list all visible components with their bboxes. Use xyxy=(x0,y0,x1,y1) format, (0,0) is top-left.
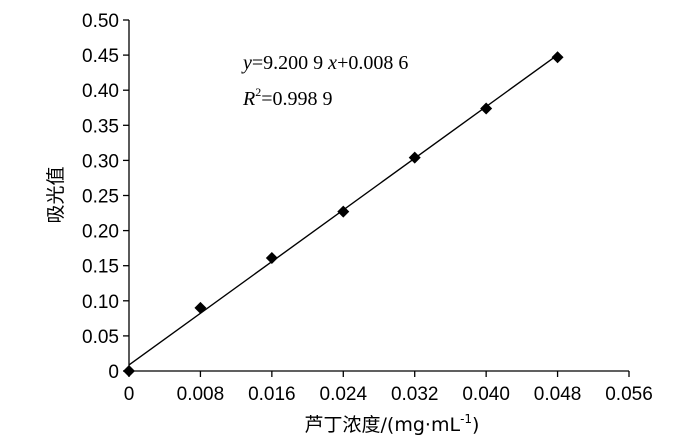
x-axis-title-main: 芦丁浓度/(mg·mL xyxy=(305,414,461,436)
equation-y-var: y xyxy=(241,52,252,74)
r-superscript: 2 xyxy=(255,85,261,99)
x-tick-label: 0.048 xyxy=(534,384,582,405)
x-tick-label: 0.056 xyxy=(605,384,653,405)
data-point-diamond xyxy=(123,365,135,377)
y-tick-label: 0.10 xyxy=(82,292,119,313)
y-tick-label: 0.25 xyxy=(82,187,119,208)
x-tick-label: 0.016 xyxy=(248,384,296,405)
y-tick-label: 0.35 xyxy=(82,116,119,137)
y-tick-label: 0.15 xyxy=(82,257,119,278)
y-axis-title: 吸光值 xyxy=(45,166,67,223)
r-squared-value: =0.998 9 xyxy=(261,88,332,110)
x-axis-ticks: 0 0.008 0.016 0.024 0.032 0.040 0.048 0.056 xyxy=(124,371,653,405)
equation-x-var: x xyxy=(327,52,337,74)
data-point-diamond xyxy=(337,205,350,218)
y-tick-label: 0.20 xyxy=(82,222,119,243)
y-tick-label: 0.40 xyxy=(82,81,119,102)
x-tick-label: 0.008 xyxy=(177,384,225,405)
y-tick-label: 0.50 xyxy=(82,11,119,32)
data-point-diamond xyxy=(551,51,564,64)
y-tick-label: 0.05 xyxy=(82,327,119,348)
y-tick-label: 0.45 xyxy=(82,46,119,67)
x-axis-title-sup: -1 xyxy=(460,412,472,426)
data-point-diamond xyxy=(480,102,493,115)
r-symbol: R xyxy=(242,88,255,110)
x-axis-title: 芦丁浓度/(mg·mL-1) xyxy=(305,412,480,436)
regression-equation: y=9.200 9 x+0.008 6 xyxy=(241,52,408,74)
equation-slope: =9.200 9 xyxy=(252,52,328,74)
x-axis-title-end: ) xyxy=(472,414,479,436)
y-tick-label: 0.30 xyxy=(82,151,119,172)
data-point-diamond xyxy=(265,251,278,264)
r-squared-label: R2=0.998 9 xyxy=(242,85,333,110)
data-points xyxy=(123,51,564,377)
x-tick-label: 0.032 xyxy=(391,384,439,405)
data-point-diamond xyxy=(408,151,421,164)
x-tick-label: 0 xyxy=(124,384,135,405)
y-tick-label: 0 xyxy=(108,362,119,383)
equation-intercept: +0.008 6 xyxy=(337,52,408,74)
y-axis-ticks: 0 0.05 0.10 0.15 0.20 0.25 0.30 0.35 0.40 0.45 0.5… xyxy=(82,11,129,383)
x-tick-label: 0.024 xyxy=(320,384,368,405)
data-point-diamond xyxy=(194,301,207,314)
x-tick-label: 0.040 xyxy=(462,384,510,405)
